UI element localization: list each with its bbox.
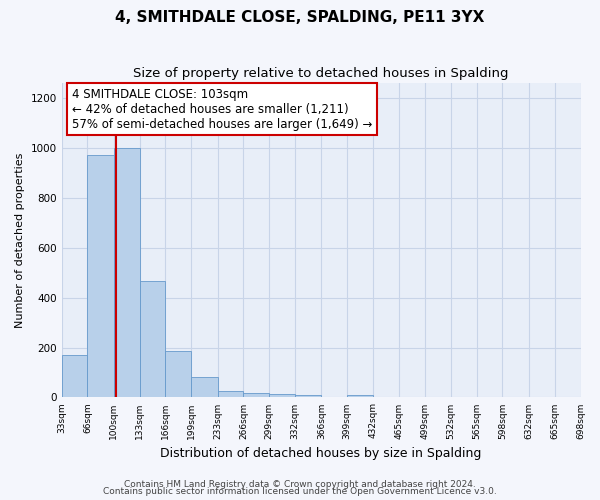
Bar [140, 282, 166, 398]
Bar [166, 352, 191, 398]
Bar [269, 394, 295, 398]
Bar [218, 391, 244, 398]
Text: 4, SMITHDALE CLOSE, SPALDING, PE11 3YX: 4, SMITHDALE CLOSE, SPALDING, PE11 3YX [115, 10, 485, 25]
Bar [88, 156, 114, 398]
Bar [114, 148, 140, 398]
Bar [295, 395, 322, 398]
X-axis label: Distribution of detached houses by size in Spalding: Distribution of detached houses by size … [160, 447, 482, 460]
Bar [347, 396, 373, 398]
Text: Contains public sector information licensed under the Open Government Licence v3: Contains public sector information licen… [103, 488, 497, 496]
Title: Size of property relative to detached houses in Spalding: Size of property relative to detached ho… [133, 68, 509, 80]
Text: 4 SMITHDALE CLOSE: 103sqm
← 42% of detached houses are smaller (1,211)
57% of se: 4 SMITHDALE CLOSE: 103sqm ← 42% of detac… [72, 88, 373, 131]
Bar [191, 378, 218, 398]
Y-axis label: Number of detached properties: Number of detached properties [15, 152, 25, 328]
Text: Contains HM Land Registry data © Crown copyright and database right 2024.: Contains HM Land Registry data © Crown c… [124, 480, 476, 489]
Bar [244, 393, 269, 398]
Bar [62, 355, 88, 398]
